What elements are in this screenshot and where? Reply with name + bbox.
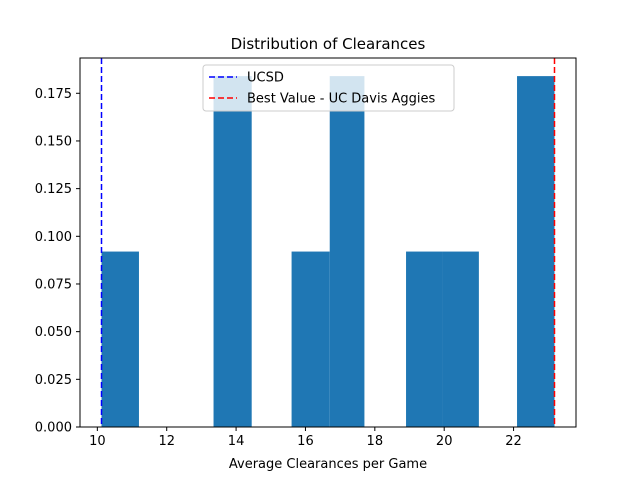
y-tick-label: 0.025 <box>35 373 72 388</box>
y-tick-label: 0.000 <box>35 421 72 436</box>
histogram-bar <box>442 251 479 427</box>
y-tick-label: 0.125 <box>35 182 72 197</box>
chart-title: Distribution of Clearances <box>231 35 426 53</box>
x-tick-label: 22 <box>505 434 522 449</box>
y-tick-label: 0.075 <box>35 277 72 292</box>
x-tick-label: 10 <box>89 434 106 449</box>
x-tick-label: 20 <box>436 434 453 449</box>
plot-frame <box>79 57 577 428</box>
x-tick-label: 16 <box>297 434 314 449</box>
histogram-bar <box>213 76 252 428</box>
y-tick-label: 0.150 <box>35 134 72 149</box>
x-tick-label: 14 <box>228 434 245 449</box>
histogram-bar <box>291 251 330 427</box>
legend: UCSD Best Value - UC Davis Aggies <box>202 64 455 112</box>
reference-lines-layer <box>100 58 556 427</box>
histogram-bar <box>517 76 555 428</box>
y-tick-label: 0.175 <box>35 87 72 102</box>
histogram-bar <box>329 76 365 428</box>
legend-label: Best Value - UC Davis Aggies <box>247 92 435 107</box>
histogram-bar <box>406 251 443 427</box>
x-tick-label: 12 <box>158 434 175 449</box>
histogram-bar <box>101 251 139 427</box>
y-tick-label: 0.050 <box>35 325 72 340</box>
bars-layer <box>101 76 555 428</box>
legend-label: UCSD <box>247 71 284 86</box>
axes-layer: 10 12 14 16 18 20 22 0.000 0.025 0.050 0.075 0.100 0… <box>35 57 577 449</box>
legend-box <box>202 64 455 112</box>
x-tick-label: 18 <box>367 434 384 449</box>
y-tick-label: 0.100 <box>35 230 72 245</box>
x-axis-label: Average Clearances per Game <box>229 457 427 472</box>
